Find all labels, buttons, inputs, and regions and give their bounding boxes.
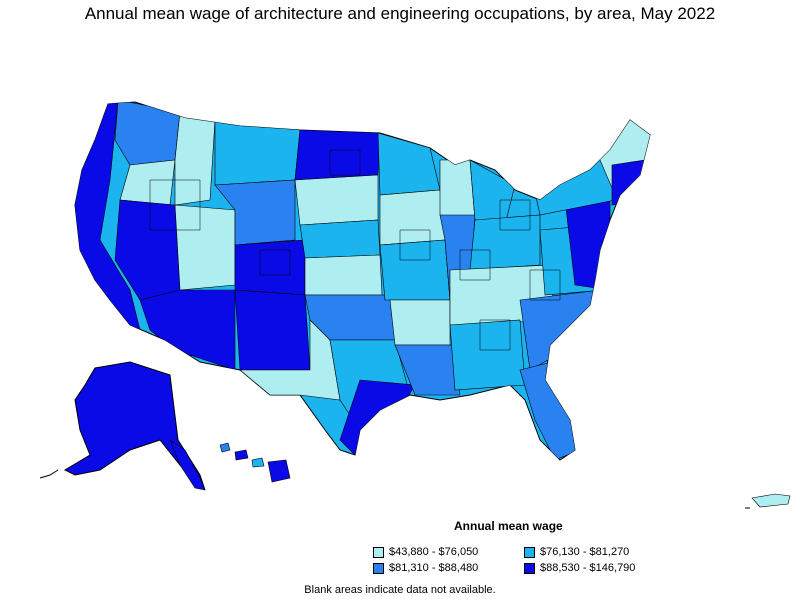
- region-nebraska: [299, 219, 381, 259]
- region-arkansas: [389, 299, 451, 346]
- region-wisconsin: [439, 159, 476, 221]
- legend-label-4: $88,530 - $146,790: [540, 562, 636, 574]
- legend-item-3: $81,310 - $88,480: [373, 562, 478, 574]
- region-indiana-ohio: [469, 214, 541, 271]
- legend-item-2: $76,130 - $81,270: [524, 546, 629, 558]
- legend-label-1: $43,880 - $76,050: [389, 546, 479, 558]
- hawaii-shape: [219, 442, 291, 483]
- legend-swatch-4: [524, 562, 535, 574]
- region-washington: [114, 102, 181, 166]
- map-title: Annual mean wage of architecture and eng…: [84, 4, 716, 23]
- region-colorado: [234, 239, 306, 296]
- footnote: Blank areas indicate data not available.: [304, 584, 496, 596]
- region-mississippi-alabama: [449, 319, 526, 391]
- legend-swatch-1: [373, 546, 384, 558]
- puerto-rico-shape: [751, 493, 791, 508]
- region-north-dakota: [294, 129, 381, 181]
- legend-label-3: $81,310 - $88,480: [389, 562, 479, 574]
- alaska-panhandle: [169, 439, 206, 491]
- legend-swatch-2: [524, 546, 535, 558]
- legend-title: Annual mean wage: [454, 519, 563, 533]
- region-wyoming: [214, 179, 296, 246]
- region-montana: [214, 119, 301, 186]
- region-idaho: [174, 111, 216, 206]
- legend-label-2: $76,130 - $81,270: [540, 546, 630, 558]
- legend-swatch-3: [373, 562, 384, 574]
- legend-item-4: $88,530 - $146,790: [524, 562, 635, 574]
- region-missouri: [379, 239, 451, 301]
- alaska-shape: [63, 361, 206, 491]
- region-iowa: [379, 189, 446, 246]
- region-arizona: [139, 289, 236, 371]
- region-kansas: [304, 254, 383, 296]
- region-new-england-south: [611, 159, 646, 206]
- region-georgia-carolinas: [519, 289, 601, 371]
- region-new-mexico: [234, 289, 311, 371]
- region-minnesota: [377, 132, 441, 196]
- region-louisiana: [394, 344, 461, 396]
- region-south-dakota: [294, 174, 379, 226]
- region-utah: [174, 204, 236, 291]
- legend-item-1: $43,880 - $76,050: [373, 546, 478, 558]
